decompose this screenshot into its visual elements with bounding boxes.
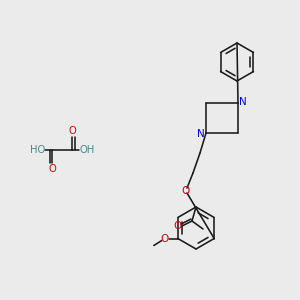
Text: O: O xyxy=(181,186,189,196)
Text: O: O xyxy=(48,164,56,174)
Text: O: O xyxy=(161,233,169,244)
Text: O: O xyxy=(68,126,76,136)
Text: O: O xyxy=(174,221,182,231)
Text: N: N xyxy=(197,129,205,139)
Text: HO: HO xyxy=(30,145,46,155)
Text: OH: OH xyxy=(80,145,94,155)
Text: N: N xyxy=(239,97,247,107)
